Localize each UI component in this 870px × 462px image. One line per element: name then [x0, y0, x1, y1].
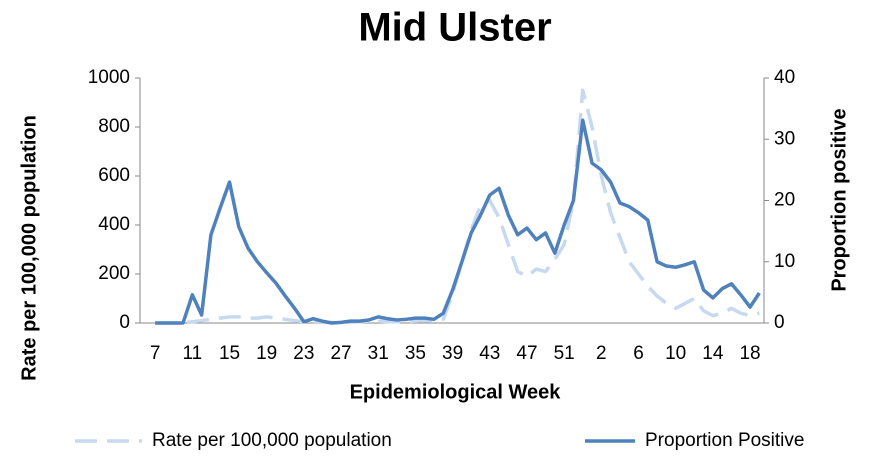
x-tick-label: 19	[256, 343, 277, 364]
x-tick-label: 15	[219, 343, 240, 364]
y-axis-label: Rate per 100,000 population	[18, 115, 40, 381]
x-tick-label: 11	[182, 343, 202, 364]
x-tick-label: 27	[330, 343, 351, 364]
x-tick-label: 2	[596, 343, 607, 364]
y-tick-label: 800	[98, 116, 130, 137]
x-tick-label: 39	[442, 343, 463, 364]
x-tick-label: 47	[516, 343, 537, 364]
x-tick-label: 35	[405, 343, 426, 364]
x-tick-label: 6	[633, 343, 644, 364]
legend-label: Proportion Positive	[645, 430, 804, 451]
x-tick-label: 10	[665, 343, 686, 364]
y-tick-label: 200	[98, 263, 130, 284]
y-tick-label: 400	[98, 214, 130, 235]
x-tick-label: 23	[293, 343, 314, 364]
x-tick-label: 7	[150, 343, 161, 364]
y2-axis-label: Proportion positive	[828, 108, 850, 291]
series-line	[155, 118, 761, 325]
chart-title: Mid Ulster	[358, 6, 551, 50]
legend-label: Rate per 100,000 population	[152, 430, 392, 451]
y2-tick-label: 10	[774, 251, 795, 272]
y-tick-label: 600	[98, 165, 130, 186]
y2-tick-label: 30	[774, 128, 795, 149]
y-tick-label: 1000	[88, 67, 130, 88]
x-tick-label: 51	[554, 343, 575, 364]
y2-tick-label: 20	[774, 190, 795, 211]
x-tick-label: 43	[479, 343, 500, 364]
y2-tick-label: 0	[774, 312, 785, 333]
series-line	[155, 88, 760, 325]
y2-tick-label: 40	[774, 67, 795, 88]
x-tick-label: 31	[368, 343, 389, 364]
y-tick-label: 0	[119, 312, 130, 333]
x-tick-label: 14	[702, 343, 724, 364]
x-axis-label: Epidemiological Week	[350, 381, 562, 403]
x-tick-label: 18	[739, 343, 760, 364]
